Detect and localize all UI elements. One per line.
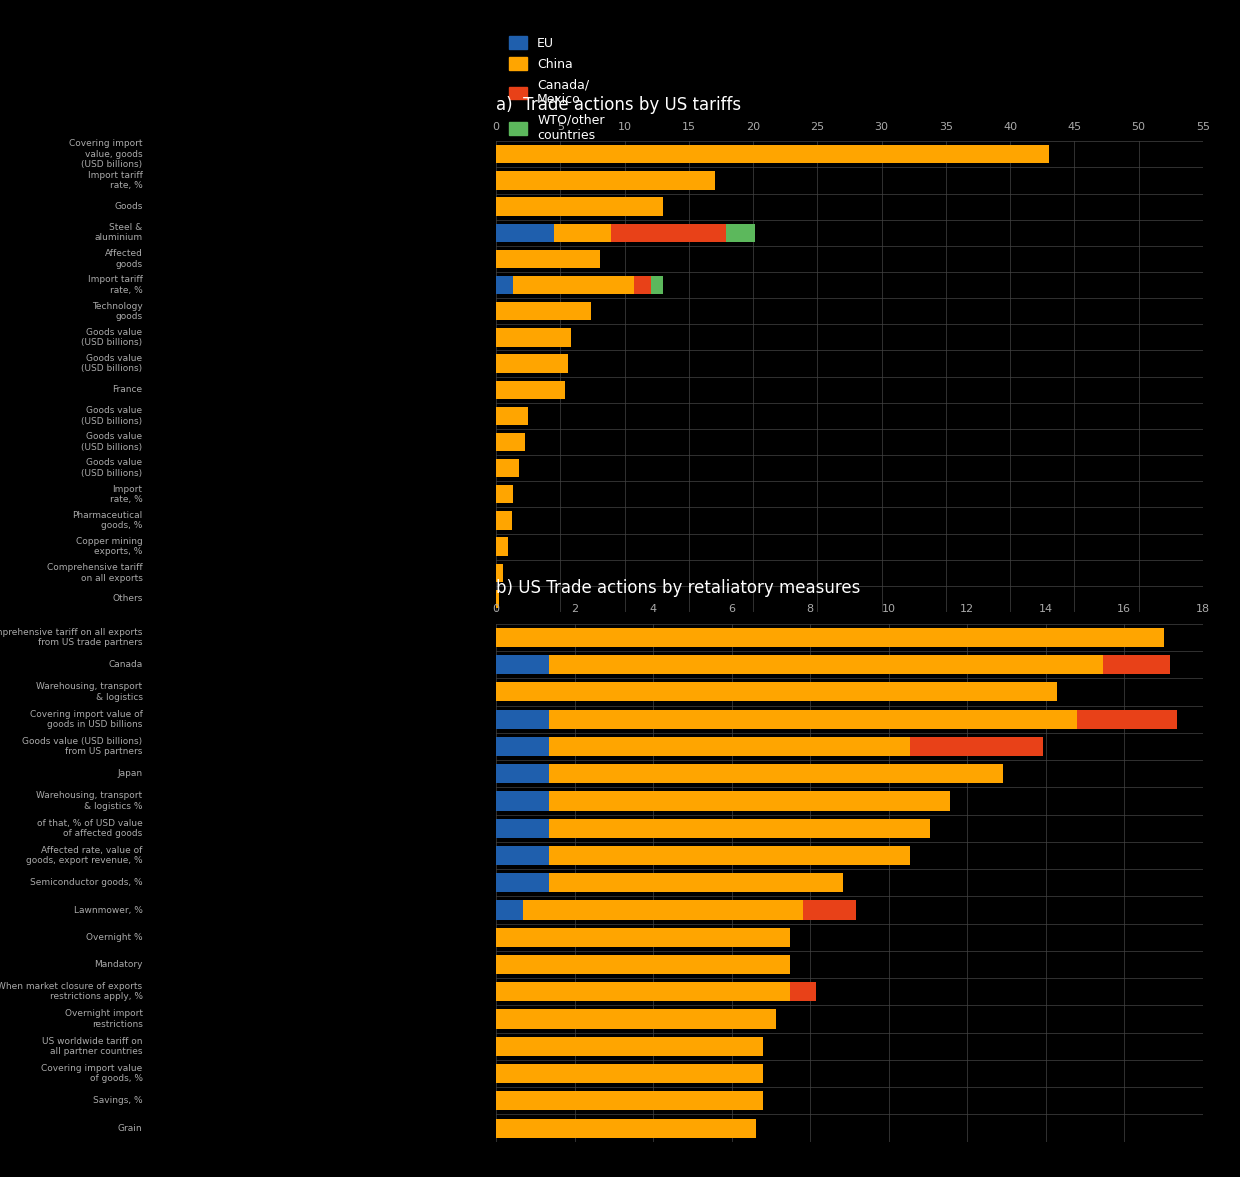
Bar xyxy=(496,955,790,975)
Bar xyxy=(496,627,1163,647)
Text: Canada: Canada xyxy=(108,660,143,670)
Bar xyxy=(496,656,549,674)
Bar xyxy=(496,380,565,399)
Text: Import tariff
rate, %: Import tariff rate, % xyxy=(88,275,143,294)
Bar xyxy=(496,538,507,556)
Text: Warehousing, transport
& logistics %: Warehousing, transport & logistics % xyxy=(36,791,143,811)
Text: Import tariff
rate, %: Import tariff rate, % xyxy=(88,171,143,191)
Bar xyxy=(496,683,1056,701)
Bar xyxy=(496,710,549,729)
Bar xyxy=(496,407,528,425)
Bar xyxy=(804,900,857,919)
Bar xyxy=(611,224,727,242)
Bar xyxy=(496,433,525,451)
Text: Goods value
(USD billions): Goods value (USD billions) xyxy=(82,459,143,478)
Bar xyxy=(496,737,549,756)
Text: Others: Others xyxy=(113,594,143,604)
Bar xyxy=(549,737,910,756)
Bar xyxy=(727,224,755,242)
Bar xyxy=(496,764,549,783)
Text: Semiconductor goods, %: Semiconductor goods, % xyxy=(30,878,143,887)
Text: Comprehensive tariff on all exports
from US trade partners: Comprehensive tariff on all exports from… xyxy=(0,627,143,647)
Bar xyxy=(496,328,570,346)
Bar xyxy=(553,224,611,242)
Text: France: France xyxy=(113,385,143,394)
Bar xyxy=(496,302,591,320)
Text: Copper mining
exports, %: Copper mining exports, % xyxy=(76,537,143,557)
Bar xyxy=(496,927,790,946)
Text: Covering import value
of goods, %: Covering import value of goods, % xyxy=(41,1064,143,1083)
Bar xyxy=(549,656,1104,674)
Bar xyxy=(523,900,804,919)
Bar xyxy=(496,819,549,838)
Bar xyxy=(496,983,790,1002)
Text: Overnight import
restrictions: Overnight import restrictions xyxy=(64,1010,143,1029)
Bar xyxy=(496,145,1049,164)
Text: of that, % of USD value
of affected goods: of that, % of USD value of affected good… xyxy=(37,818,143,838)
Text: Comprehensive tariff
on all exports: Comprehensive tariff on all exports xyxy=(47,563,143,583)
Bar xyxy=(496,275,513,294)
Bar xyxy=(496,846,549,865)
Text: Goods value
(USD billions): Goods value (USD billions) xyxy=(82,432,143,452)
Bar xyxy=(496,511,512,530)
Bar xyxy=(496,459,520,478)
Text: Goods: Goods xyxy=(114,202,143,211)
Bar xyxy=(496,250,600,268)
Text: Lawnmower, %: Lawnmower, % xyxy=(73,905,143,915)
Bar xyxy=(549,873,843,892)
Bar xyxy=(496,900,523,919)
Bar xyxy=(496,1064,763,1083)
Text: Covering import
value, goods
(USD billions): Covering import value, goods (USD billio… xyxy=(69,139,143,169)
Text: Goods value
(USD billions): Goods value (USD billions) xyxy=(82,354,143,373)
Bar xyxy=(496,172,714,189)
Bar xyxy=(496,1037,763,1056)
Text: Affected
goods: Affected goods xyxy=(104,250,143,268)
Text: Goods value (USD billions)
from US partners: Goods value (USD billions) from US partn… xyxy=(22,737,143,756)
Text: Overnight %: Overnight % xyxy=(86,932,143,942)
Text: When market closure of exports
restrictions apply, %: When market closure of exports restricti… xyxy=(0,982,143,1002)
Text: Covering import value of
goods in USD billions: Covering import value of goods in USD bi… xyxy=(30,710,143,729)
Bar xyxy=(549,710,1076,729)
Text: Mandatory: Mandatory xyxy=(94,960,143,969)
Bar xyxy=(634,275,651,294)
Text: Japan: Japan xyxy=(118,770,143,778)
Bar xyxy=(549,846,910,865)
Bar xyxy=(496,485,513,504)
Text: Goods value
(USD billions): Goods value (USD billions) xyxy=(82,327,143,347)
Bar xyxy=(496,198,663,215)
Text: Warehousing, transport
& logistics: Warehousing, transport & logistics xyxy=(36,683,143,701)
Bar xyxy=(496,224,553,242)
Text: US worldwide tariff on
all partner countries: US worldwide tariff on all partner count… xyxy=(42,1037,143,1056)
Text: Pharmaceutical
goods, %: Pharmaceutical goods, % xyxy=(72,511,143,530)
Text: Goods value
(USD billions): Goods value (USD billions) xyxy=(82,406,143,426)
Bar xyxy=(1076,710,1177,729)
Bar xyxy=(549,819,930,838)
Bar xyxy=(496,1091,763,1110)
Bar xyxy=(496,1118,756,1138)
Bar xyxy=(910,737,1043,756)
Text: Steel &
aluminium: Steel & aluminium xyxy=(94,224,143,242)
Bar xyxy=(496,791,549,811)
Bar xyxy=(549,764,1003,783)
Bar xyxy=(651,275,663,294)
Text: Savings, %: Savings, % xyxy=(93,1096,143,1105)
Text: b) US Trade actions by retaliatory measures: b) US Trade actions by retaliatory measu… xyxy=(496,579,861,597)
Bar xyxy=(496,1010,776,1029)
Text: a)  Trade actions by US tariffs: a) Trade actions by US tariffs xyxy=(496,97,742,114)
Legend: EU, China, Canada/
Mexico, WTO/other
countries: EU, China, Canada/ Mexico, WTO/other cou… xyxy=(502,29,611,148)
Bar xyxy=(513,275,634,294)
Text: Import
rate, %: Import rate, % xyxy=(110,485,143,504)
Bar xyxy=(496,590,498,609)
Bar xyxy=(496,354,568,373)
Bar xyxy=(1104,656,1171,674)
Text: Grain: Grain xyxy=(118,1124,143,1132)
Text: Technology
goods: Technology goods xyxy=(92,301,143,321)
Bar xyxy=(496,564,503,581)
Text: Affected rate, value of
goods, export revenue, %: Affected rate, value of goods, export re… xyxy=(26,846,143,865)
Bar xyxy=(549,791,950,811)
Bar xyxy=(790,983,816,1002)
Bar xyxy=(496,873,549,892)
